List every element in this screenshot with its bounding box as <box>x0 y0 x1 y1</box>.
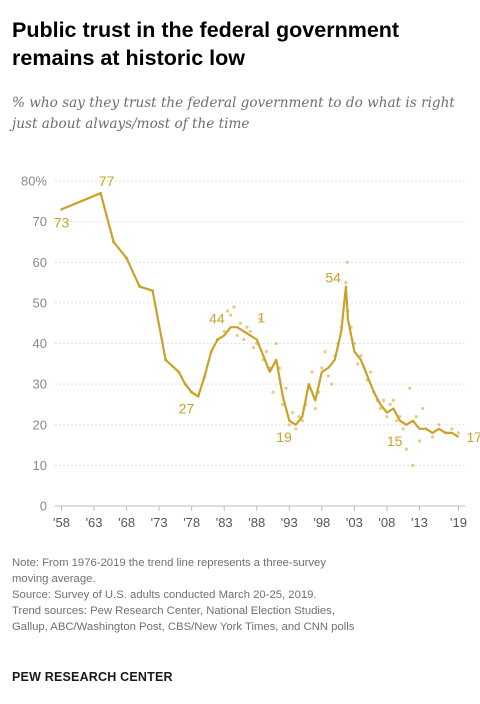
survey-point <box>294 427 298 431</box>
survey-point <box>310 370 314 374</box>
survey-point <box>242 337 246 342</box>
x-tick-label: '08 <box>378 515 395 530</box>
y-tick-label: 20 <box>33 417 47 432</box>
y-tick-label: 30 <box>33 377 47 392</box>
data-label: 27 <box>179 400 195 416</box>
chart-subtitle: % who say they trust the federal governm… <box>12 95 455 132</box>
x-tick-label: '68 <box>118 515 135 530</box>
y-tick-label: 0 <box>40 499 47 514</box>
x-tick-label: '83 <box>216 515 233 530</box>
x-tick-label: '98 <box>313 515 330 530</box>
survey-point <box>245 325 249 329</box>
survey-point <box>284 386 288 390</box>
survey-point <box>290 410 295 415</box>
survey-point <box>430 435 435 439</box>
survey-point <box>320 366 324 370</box>
survey-point <box>326 374 330 378</box>
data-label: 17 <box>466 429 480 445</box>
x-tick-label: '78 <box>183 515 200 530</box>
survey-point <box>456 431 461 435</box>
y-tick-label: 50 <box>33 295 47 310</box>
survey-point <box>378 406 382 411</box>
x-tick-label: '13 <box>411 515 428 530</box>
y-tick-label: 40 <box>33 336 47 351</box>
data-label: 1 <box>257 309 265 325</box>
survey-point <box>222 329 226 333</box>
source-text: Source: Survey of U.S. adults conducted … <box>12 589 317 601</box>
survey-point <box>401 427 405 431</box>
survey-point <box>225 309 230 313</box>
data-label: 54 <box>325 270 341 286</box>
survey-point <box>251 345 256 350</box>
survey-point <box>382 398 386 402</box>
survey-point <box>229 313 233 317</box>
survey-point <box>287 423 291 427</box>
y-tick-label: 70 <box>33 214 47 229</box>
brand-logo-text: PEW RESEARCH CENTER <box>12 670 173 684</box>
survey-point <box>258 317 262 321</box>
survey-point <box>235 333 239 337</box>
survey-point <box>264 350 269 354</box>
y-axis-ticks: 0 10 20 30 40 50 60 70 80% <box>21 174 47 514</box>
survey-point <box>408 386 412 390</box>
survey-point <box>385 415 389 419</box>
chart-title: Public trust in the federal government r… <box>12 18 400 70</box>
x-tick-label: '03 <box>346 515 363 530</box>
data-label: 44 <box>209 310 225 326</box>
grid-lines <box>55 180 465 507</box>
x-tick-label: '88 <box>248 515 265 530</box>
x-tick-label: '73 <box>151 515 168 530</box>
y-tick-label: 60 <box>33 255 47 270</box>
survey-point <box>359 354 363 358</box>
survey-point <box>417 439 422 443</box>
survey-point <box>404 447 409 451</box>
survey-point <box>300 419 304 423</box>
survey-point <box>437 423 441 427</box>
data-label: 15 <box>387 433 403 449</box>
survey-point <box>421 406 425 411</box>
survey-point <box>345 260 349 264</box>
survey-point <box>414 415 418 419</box>
survey-point <box>232 305 236 309</box>
survey-point <box>329 382 334 386</box>
trust-line-chart: 0 10 20 30 40 50 60 70 80% '58 '63 '68 '73 '78 '83 '88… <box>21 173 480 530</box>
data-label: 73 <box>54 214 70 230</box>
survey-point <box>281 402 285 407</box>
survey-point <box>450 427 454 431</box>
trend-sources-text: Trend sources: Pew Research Center, Nati… <box>12 605 355 633</box>
x-tick-label: '58 <box>53 515 70 530</box>
trend-line <box>61 192 460 438</box>
trend-line-path <box>61 192 460 438</box>
survey-point <box>369 370 373 374</box>
survey-point <box>248 329 252 333</box>
note-text: Note: From 1976-2019 the trend line repr… <box>12 557 326 585</box>
y-tick-label: 10 <box>33 458 47 473</box>
survey-point <box>395 419 399 423</box>
x-tick-label: '93 <box>281 515 298 530</box>
survey-point <box>297 415 301 419</box>
chart-notes: Note: From 1976-2019 the trend line repr… <box>12 555 474 635</box>
survey-point <box>323 350 327 354</box>
survey-point <box>313 406 317 411</box>
survey-points <box>59 191 461 467</box>
survey-point <box>356 362 360 366</box>
data-labels: 73 77 27 44 1 19 54 15 17 <box>54 173 480 449</box>
x-axis-ticks: '58 '63 '68 '73 '78 '83 '88 '93 '98 '03 '08 '13 '19 <box>53 506 467 530</box>
survey-point <box>411 463 415 467</box>
y-tick-label: 80% <box>21 174 47 189</box>
survey-point <box>271 390 275 394</box>
x-tick-label: '63 <box>86 515 103 530</box>
survey-point <box>238 321 243 325</box>
data-label: 19 <box>276 429 292 445</box>
x-tick-label: '19 <box>450 515 467 530</box>
survey-point <box>391 398 396 402</box>
survey-point <box>344 280 348 285</box>
data-label: 77 <box>99 173 115 189</box>
survey-point <box>274 341 278 346</box>
survey-point <box>388 402 392 407</box>
